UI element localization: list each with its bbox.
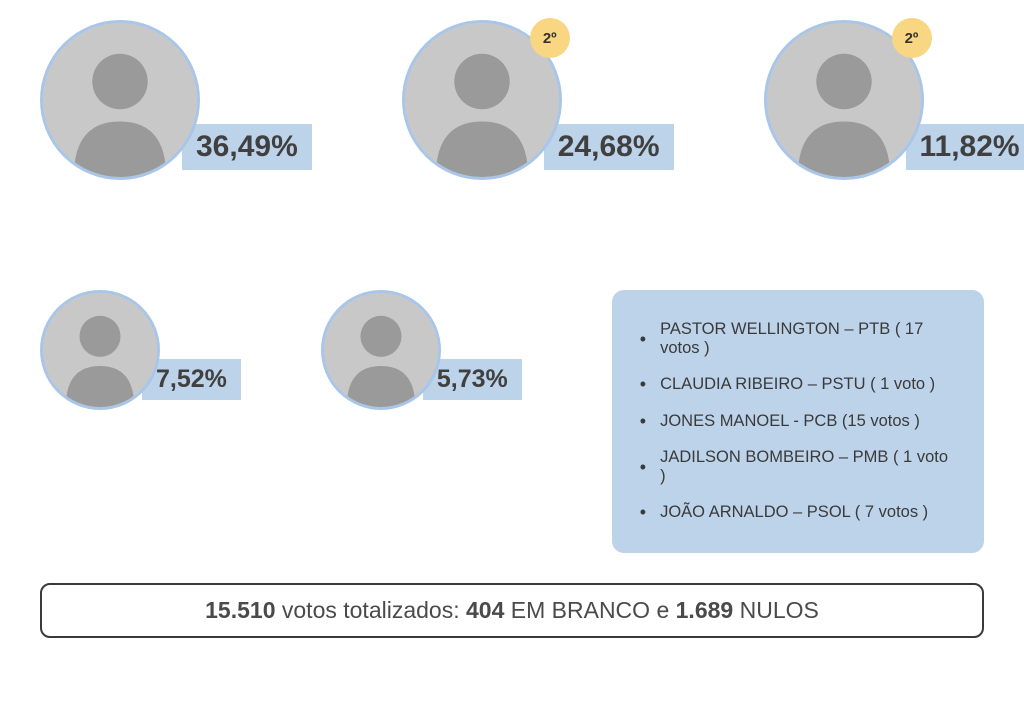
top-candidates-row: 36,49% 2º 24,68% 2º 11,82%: [40, 20, 984, 180]
other-candidates-list: PASTOR WELLINGTON – PTB ( 17 votos ) CLA…: [640, 312, 956, 531]
other-candidate-item: JONES MANOEL - PCB (15 votos ): [640, 403, 956, 440]
candidate-5-avatar: [321, 290, 441, 410]
candidate-1-avatar: [40, 20, 200, 180]
candidate-3-rank-badge: 2º: [892, 18, 932, 58]
other-candidate-item: CLAUDIA RIBEIRO – PSTU ( 1 voto ): [640, 366, 956, 403]
summary-total: 15.510: [205, 597, 275, 623]
candidate-2-percent-box: 24,68%: [544, 124, 674, 170]
other-candidate-item: JOÃO ARNALDO – PSOL ( 7 votos ): [640, 494, 956, 531]
candidate-5: 5,73%: [321, 290, 522, 410]
candidate-3-percent: 11,82%: [920, 130, 1020, 163]
candidate-1-percent-box: 36,49%: [182, 124, 312, 170]
mid-row: 7,52% 5,73% PASTOR WELLINGTON – PTB ( 17…: [40, 290, 984, 553]
other-candidate-item: PASTOR WELLINGTON – PTB ( 17 votos ): [640, 312, 956, 366]
summary-total-label: votos totalizados:: [276, 597, 467, 623]
candidate-4-avatar: [40, 290, 160, 410]
candidate-1-percent: 36,49%: [196, 130, 298, 163]
vote-summary-bar: 15.510 votos totalizados: 404 EM BRANCO …: [40, 583, 984, 638]
candidate-3: 2º 11,82%: [764, 20, 1024, 180]
other-candidate-item: JADILSON BOMBEIRO – PMB ( 1 voto ): [640, 440, 956, 494]
summary-nulos: 1.689: [676, 597, 734, 623]
candidate-2-rank-badge: 2º: [530, 18, 570, 58]
summary-branco-label: EM BRANCO e: [504, 597, 675, 623]
other-candidates-box: PASTOR WELLINGTON – PTB ( 17 votos ) CLA…: [612, 290, 984, 553]
summary-branco: 404: [466, 597, 504, 623]
summary-nulos-label: NULOS: [733, 597, 819, 623]
candidate-2: 2º 24,68%: [402, 20, 674, 180]
candidate-5-percent: 5,73%: [437, 365, 508, 393]
candidate-1: 36,49%: [40, 20, 312, 180]
candidate-4-percent: 7,52%: [156, 365, 227, 393]
candidate-2-percent: 24,68%: [558, 130, 660, 163]
candidate-4: 7,52%: [40, 290, 241, 410]
